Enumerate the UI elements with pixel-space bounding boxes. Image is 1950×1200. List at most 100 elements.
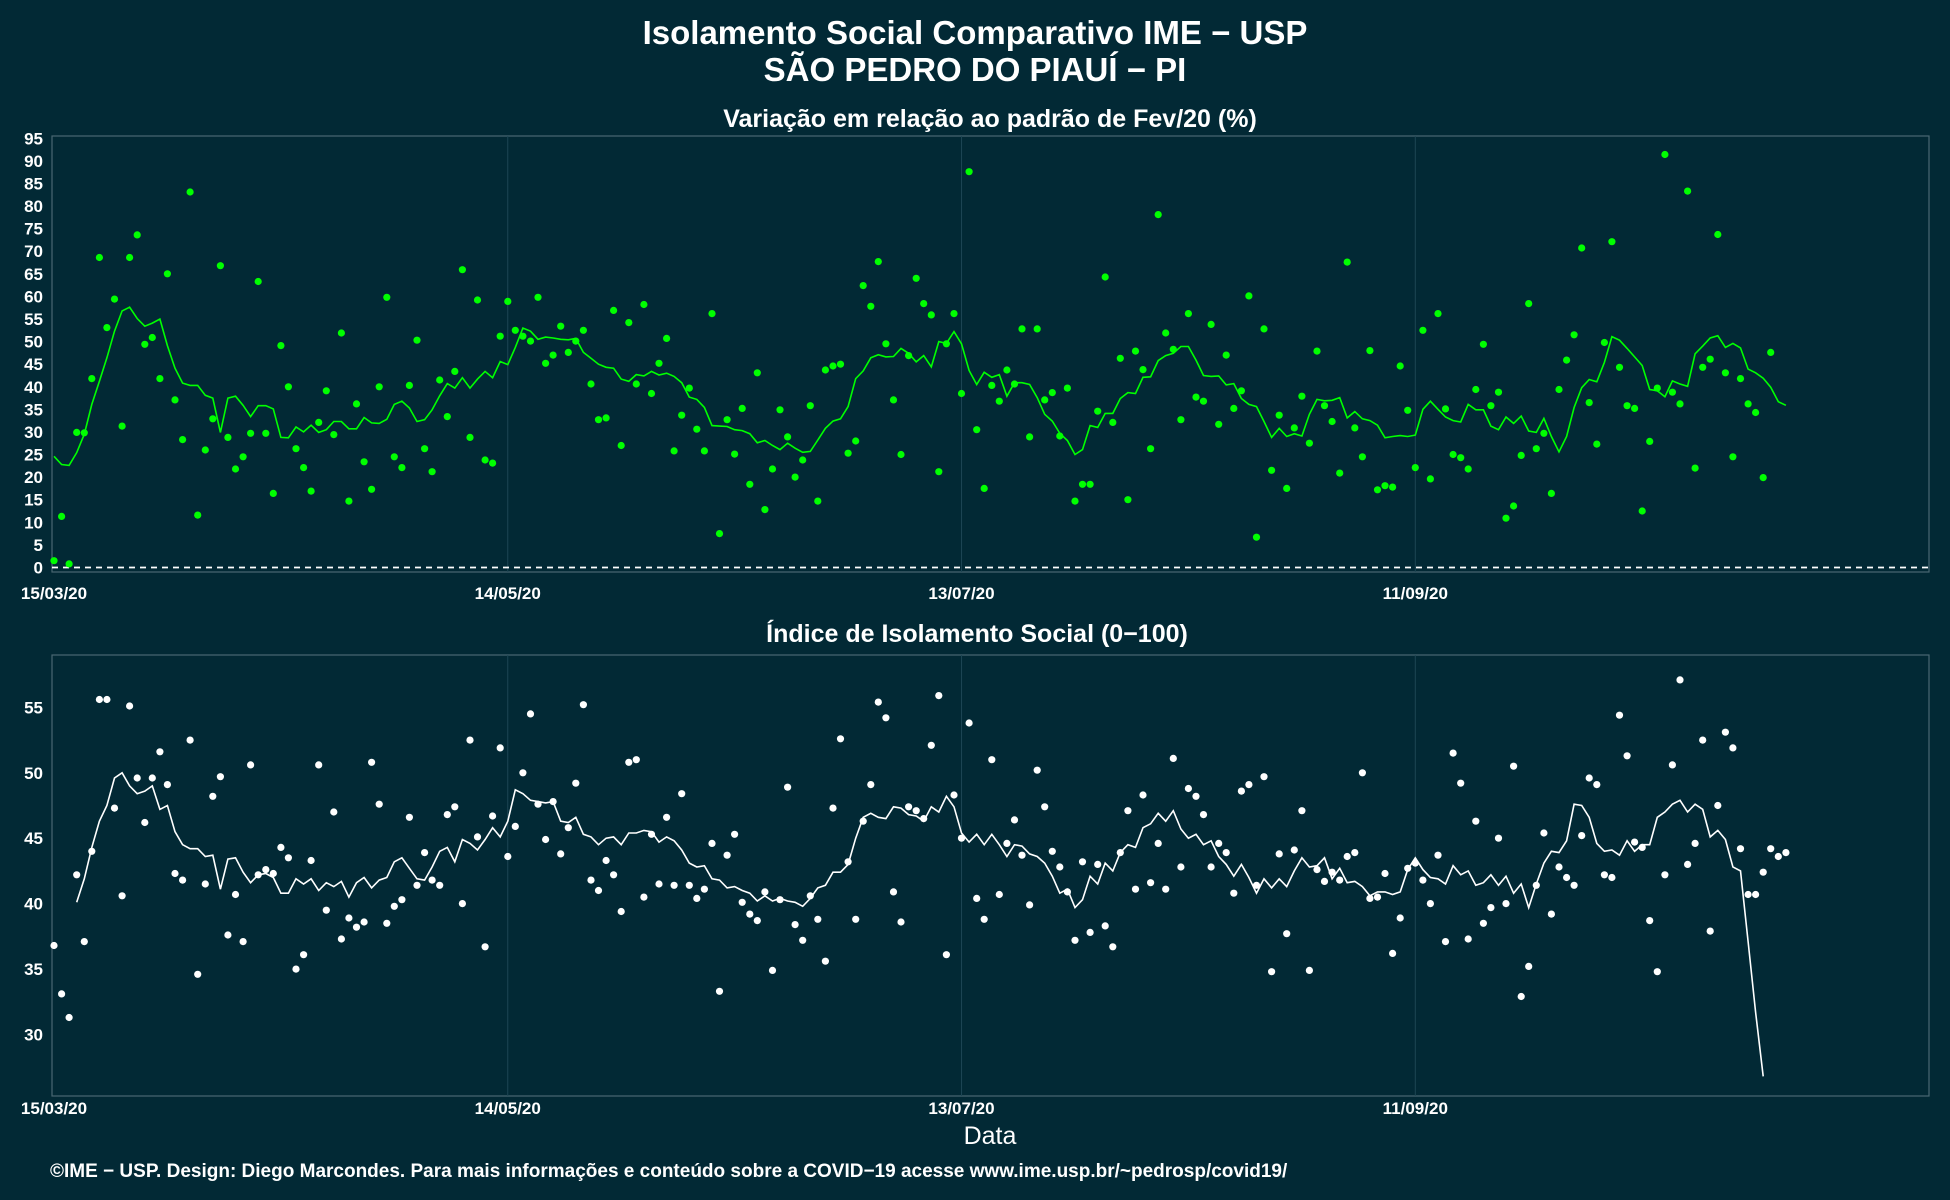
panel-index-x-tick-label: 11/09/20 (1383, 1099, 1448, 1118)
panel-variation-daily-point (1585, 399, 1593, 407)
panel-index-daily-point (428, 876, 436, 884)
panel-variation-daily-point (1615, 363, 1624, 371)
panel-variation-daily-point (216, 262, 224, 270)
panel-variation-y-tick-label: 60 (24, 287, 43, 306)
panel-index-daily-point (1706, 927, 1714, 935)
panel-index-daily-point (685, 881, 693, 889)
panel-variation-daily-point (640, 300, 648, 309)
panel-index-daily-point (655, 880, 663, 888)
panel-index-daily-point (1177, 863, 1185, 871)
panel-index-daily-point (443, 811, 451, 819)
panel-index-daily-point (731, 830, 739, 838)
panel-variation-daily-point (663, 334, 671, 342)
panel-variation-daily-point (1177, 416, 1185, 424)
panel-variation-daily-point (1653, 384, 1661, 392)
panel-variation-daily-point (300, 464, 308, 472)
panel-variation-daily-point (1411, 464, 1419, 472)
panel-index-daily-point (58, 990, 66, 998)
panel-variation-daily-point (1532, 445, 1540, 453)
panel-variation-daily-point (1320, 402, 1329, 410)
panel-index-daily-point (1283, 930, 1291, 938)
panel-variation-x-tick-label: 13/07/20 (928, 584, 994, 603)
panel-variation-daily-point (1351, 424, 1359, 432)
panel-index-daily-point (587, 876, 595, 884)
panel-variation-x-tick-label: 15/03/20 (21, 584, 87, 603)
panel-variation-daily-point (542, 359, 550, 367)
panel-variation-daily-point (821, 366, 830, 374)
panel-index-daily-point (1426, 900, 1434, 908)
panel-index-daily-point (1275, 850, 1283, 858)
panel-variation-daily-point (1517, 451, 1525, 459)
panel-variation-daily-point (1426, 475, 1434, 483)
panel-variation-daily-point (1684, 187, 1692, 195)
panel-index-daily-point (1010, 816, 1019, 824)
panel-variation-daily-point (1162, 329, 1170, 337)
panel-index-daily-point (1018, 851, 1026, 859)
panel-variation-y-tick-label: 95 (24, 129, 43, 148)
panel-index-daily-point (1048, 847, 1056, 855)
panel-variation-daily-point (504, 297, 512, 305)
panel-index-daily-point (1230, 889, 1238, 897)
panel-variation-y-tick-label: 85 (24, 174, 43, 193)
panel-index-daily-point (874, 698, 882, 706)
panel-index-daily-point (1033, 766, 1041, 774)
panel-index-daily-point (670, 881, 678, 889)
panel-variation-daily-point (950, 310, 958, 318)
panel-variation-daily-point (859, 282, 867, 290)
panel-variation-daily-point (776, 406, 784, 414)
panel-index-daily-point (1131, 885, 1140, 893)
panel-index-daily-point (1389, 949, 1397, 958)
panel-index-y-tick-label: 40 (24, 895, 43, 914)
panel-variation-daily-point (874, 258, 882, 266)
panel-index-daily-point (942, 951, 951, 959)
panel-variation-daily-point (95, 253, 103, 262)
panel-index-daily-point (496, 744, 504, 752)
panel-index-daily-point (1729, 744, 1737, 752)
panel-index-daily-point (965, 719, 973, 727)
panel-index-daily-point (791, 921, 799, 929)
panel-index-daily-point (322, 906, 330, 914)
panel-variation-daily-point (451, 367, 459, 375)
panel-index-daily-point (708, 839, 716, 848)
panel-variation-daily-point (103, 324, 111, 332)
panel-index-daily-point (1411, 859, 1419, 867)
panel-variation-daily-point (1600, 338, 1608, 347)
panel-index-daily-point (1396, 914, 1404, 922)
panel-index-daily-point (1464, 935, 1472, 943)
panel-index-daily-point (277, 843, 285, 852)
panel-index-daily-point (564, 824, 572, 832)
panel-index-daily-point (973, 894, 981, 903)
panel-index-daily-point (1101, 922, 1109, 930)
panel-variation-daily-point (1094, 407, 1102, 415)
panel-variation-daily-point (693, 425, 701, 433)
panel-index-daily-point (1494, 834, 1503, 842)
panel-variation-daily-point (284, 383, 292, 391)
panel-index-daily-point (1268, 968, 1276, 976)
panel-index-daily-point (738, 898, 746, 906)
panel-index-daily-point (1419, 876, 1427, 884)
panel-variation-daily-point (708, 310, 716, 318)
panel-variation-daily-point (292, 445, 300, 453)
panel-index-daily-point (80, 938, 88, 946)
panel-index-daily-point (1215, 839, 1223, 848)
panel-variation-daily-point (458, 266, 466, 274)
panel-index-daily-point (693, 894, 701, 903)
panel-index-daily-point (1517, 992, 1525, 1001)
panel-variation-daily-point (935, 468, 943, 476)
panel-variation-daily-point (473, 296, 482, 304)
panel-variation-daily-point (738, 404, 746, 412)
panel-variation-daily-point (337, 329, 345, 337)
panel-variation-daily-point (1525, 300, 1533, 308)
panel-index-daily-point (1071, 936, 1079, 944)
panel-index-daily-point (1714, 801, 1722, 810)
panel-index: Índice de Isolamento Social (0−100) 15/0… (21, 619, 1930, 1118)
panel-variation-daily-point (141, 340, 149, 348)
panel-variation-daily-point (905, 352, 913, 360)
panel-index-daily-point (920, 815, 928, 823)
panel-index-daily-point (458, 900, 466, 908)
panel-index-daily-point (1139, 791, 1147, 799)
panel-index-daily-point (73, 871, 81, 879)
panel-variation-daily-point (375, 383, 383, 391)
panel-variation-daily-point (1139, 366, 1147, 374)
panel-index-daily-point (179, 876, 187, 884)
